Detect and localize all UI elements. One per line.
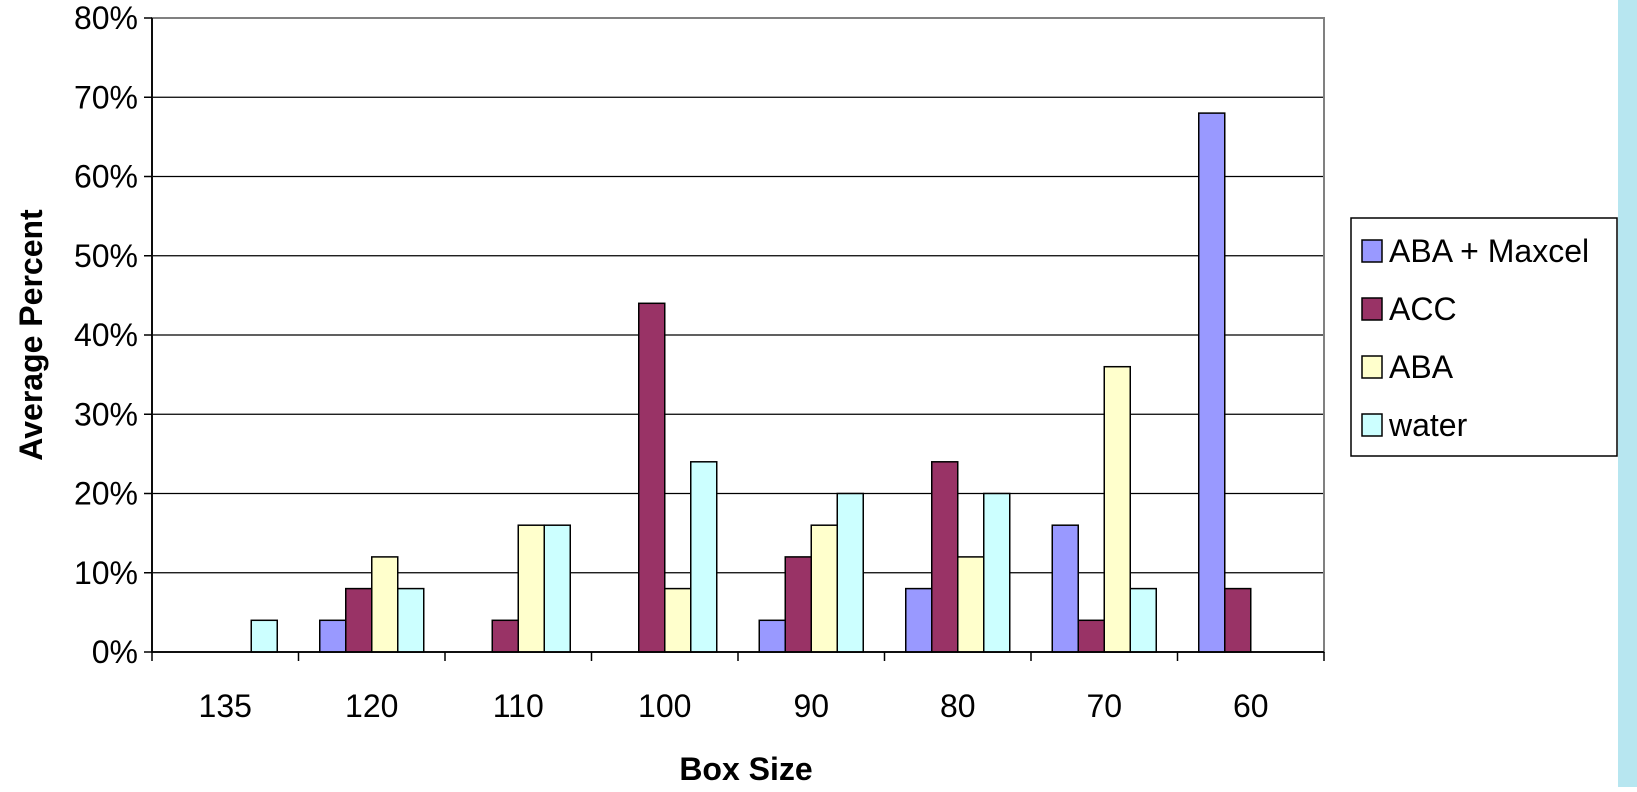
bar-aba-maxcel (319, 619, 347, 653)
x-tick-label: 120 (345, 688, 398, 724)
legend-swatch (1361, 355, 1383, 379)
y-tick-label: 60% (74, 159, 138, 195)
x-tick-label: 70 (1086, 688, 1122, 724)
bar-aba (810, 524, 838, 653)
bar-water (397, 587, 425, 653)
y-tick-label: 0% (92, 634, 138, 670)
legend-swatch (1361, 413, 1383, 437)
bar-acc (784, 556, 812, 653)
y-tick-label: 30% (74, 396, 138, 432)
gridlines (152, 96, 1324, 574)
bars (250, 112, 1252, 653)
legend-label: ACC (1389, 291, 1457, 327)
bar-acc (491, 619, 519, 653)
y-tick-label: 40% (74, 317, 138, 353)
legend-swatch (1361, 239, 1383, 263)
x-tick-label: 90 (793, 688, 829, 724)
y-tick-labels: 0% 10% 20% 30% 40% 50% 60% 70% 80% (74, 0, 138, 670)
bar-aba-maxcel (1198, 112, 1226, 653)
y-tick-label: 80% (74, 0, 138, 36)
bar-aba (371, 556, 399, 653)
y-tick-label: 70% (74, 79, 138, 115)
y-tick-label: 10% (74, 555, 138, 591)
bar-acc (1077, 619, 1105, 653)
bar-water (543, 524, 571, 653)
bar-acc (638, 302, 666, 653)
axes (144, 17, 1325, 661)
bar-aba-maxcel (758, 619, 786, 653)
right-edge-band (1618, 0, 1637, 787)
x-axis-title: Box Size (679, 751, 812, 787)
y-tick-label: 50% (74, 238, 138, 274)
bar-water (250, 619, 278, 653)
legend: ABA + Maxcel ACC ABA water (1350, 217, 1618, 457)
bar-water (836, 492, 864, 653)
x-tick-label: 100 (638, 688, 691, 724)
bar-water (1129, 587, 1157, 653)
legend-swatch (1361, 297, 1383, 321)
legend-label: water (1388, 407, 1468, 443)
legend-box (1350, 217, 1618, 457)
legend-label: ABA (1389, 349, 1454, 385)
bar-aba-maxcel (905, 587, 933, 653)
bar-acc (1224, 587, 1252, 653)
y-tick-label: 20% (74, 476, 138, 512)
x-tick-label: 110 (493, 688, 544, 724)
bar-water (983, 492, 1011, 653)
bar-acc (345, 587, 373, 653)
bar-aba (957, 556, 985, 653)
bar-water (690, 461, 718, 653)
x-tick-label: 135 (199, 688, 252, 724)
bar-aba (517, 524, 545, 653)
legend-label: ABA + Maxcel (1389, 233, 1589, 269)
bar-aba (1103, 365, 1131, 653)
x-tick-label: 80 (940, 688, 976, 724)
x-tick-labels: 135 120 110 100 90 80 70 60 (199, 688, 1269, 724)
x-tick-label: 60 (1233, 688, 1269, 724)
bar-aba (664, 587, 692, 653)
bar-acc (931, 461, 959, 653)
y-axis-title: Average Percent (13, 209, 49, 461)
bar-aba-maxcel (1051, 524, 1079, 653)
